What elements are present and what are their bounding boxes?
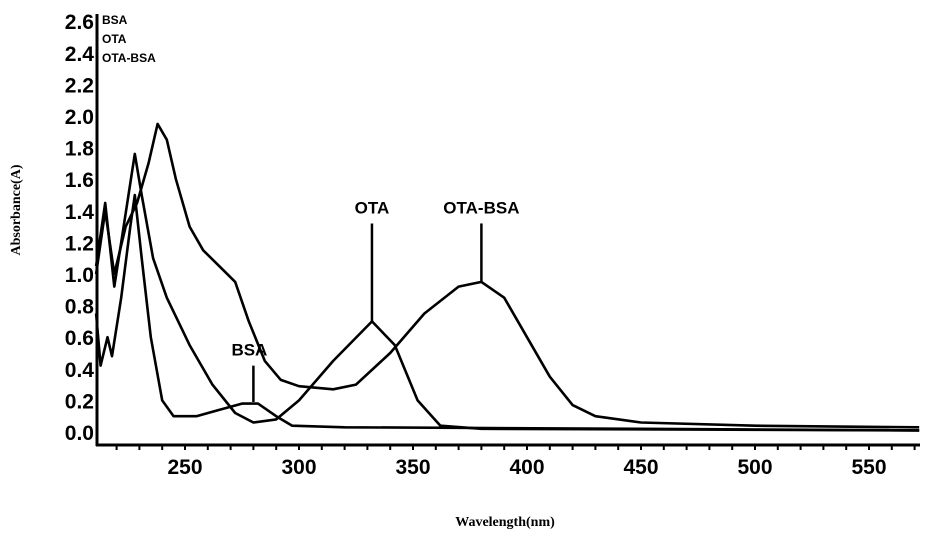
x-tick-label: 450 [623,456,658,479]
x-tick-label: 250 [167,456,202,479]
y-tick-label: 1.8 [65,138,95,161]
y-tick-label: 0.0 [65,422,94,445]
annotation-label: OTA [355,198,390,217]
y-tick-label: 1.4 [65,201,95,224]
y-tick-label: 0.2 [65,390,94,413]
x-tick-label: 300 [281,456,316,479]
x-tick-label: 500 [737,456,772,479]
y-tick-label: 2.2 [65,74,94,97]
y-tick-label: 2.6 [65,11,94,34]
annotation-label: BSA [231,341,267,360]
annotation-label: OTA-BSA [443,198,519,217]
series-ota-bsa-line [94,122,920,429]
y-tick-label: 2.4 [65,43,95,66]
legend-entry: OTA [102,32,127,46]
y-axis-label: Absorbance(A) [9,164,24,255]
x-axis-label: Wavelength(nm) [455,515,555,530]
x-tick-label: 400 [509,456,544,479]
y-tick-label: 0.8 [65,296,95,319]
y-tick-label: 1.2 [65,232,94,255]
series-ota-line [94,152,920,432]
x-tick-label: 350 [395,456,430,479]
y-tick-label: 0.6 [65,327,94,350]
y-tick-label: 0.4 [65,359,95,382]
series-bsa-line [94,193,920,432]
y-tick-label: 1.6 [65,169,94,192]
y-tick-label: 1.0 [65,264,94,287]
x-tick-label: 550 [851,456,886,479]
legend-entry: BSA [102,13,128,27]
legend-entry: OTA-BSA [102,51,156,65]
y-tick-label: 2.0 [65,106,94,129]
